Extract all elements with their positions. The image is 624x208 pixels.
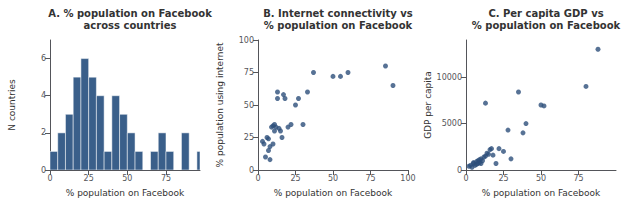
svg-text:GDP per capita: GDP per capita xyxy=(423,71,433,139)
svg-text:25: 25 xyxy=(244,133,254,142)
svg-text:75: 75 xyxy=(161,174,171,183)
svg-text:4: 4 xyxy=(41,91,46,100)
svg-text:% population on Facebook: % population on Facebook xyxy=(66,188,185,198)
svg-text:% population on Facebook: % population on Facebook xyxy=(264,20,413,31)
svg-text:10000: 10000 xyxy=(437,73,462,82)
svg-text:2: 2 xyxy=(41,128,46,137)
svg-text:% population on Facebook: % population on Facebook xyxy=(274,188,393,198)
svg-text:100: 100 xyxy=(239,36,254,45)
svg-text:6: 6 xyxy=(41,54,46,63)
svg-text:5000: 5000 xyxy=(442,119,462,128)
svg-text:0: 0 xyxy=(249,166,254,175)
svg-text:0: 0 xyxy=(457,166,462,175)
svg-text:50: 50 xyxy=(328,174,338,183)
svg-text:25: 25 xyxy=(84,174,94,183)
svg-text:75: 75 xyxy=(244,68,254,77)
svg-text:25: 25 xyxy=(290,174,300,183)
svg-text:50: 50 xyxy=(536,174,546,183)
svg-text:100: 100 xyxy=(400,174,415,183)
svg-text:% population using internet: % population using internet xyxy=(215,42,225,167)
svg-text:C. Per capita GDP vs: C. Per capita GDP vs xyxy=(488,8,603,19)
svg-text:0: 0 xyxy=(463,174,468,183)
svg-text:% population on Facebook: % population on Facebook xyxy=(482,188,601,198)
svg-text:75: 75 xyxy=(365,174,375,183)
svg-text:% population on Facebook: % population on Facebook xyxy=(472,20,621,31)
svg-text:0: 0 xyxy=(41,166,46,175)
svg-text:75: 75 xyxy=(573,174,583,183)
svg-text:25: 25 xyxy=(498,174,508,183)
svg-text:50: 50 xyxy=(122,174,132,183)
svg-text:A. % population on Facebook: A. % population on Facebook xyxy=(48,8,212,19)
svg-text:B. Internet connectivity vs: B. Internet connectivity vs xyxy=(263,8,413,19)
svg-text:0: 0 xyxy=(255,174,260,183)
svg-text:50: 50 xyxy=(244,101,254,110)
svg-text:across countries: across countries xyxy=(84,20,177,31)
svg-text:0: 0 xyxy=(47,174,52,183)
svg-text:N countries: N countries xyxy=(7,79,17,131)
